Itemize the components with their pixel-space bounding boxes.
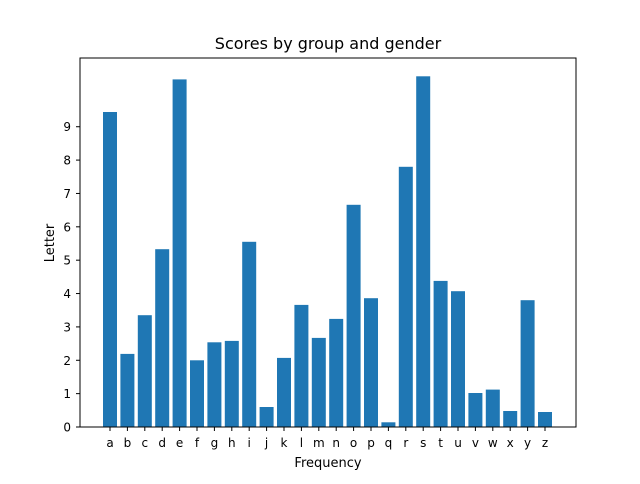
y-axis-ticks: 0 1 2 3 4 5 6 7 8 9 [63,120,80,435]
y-tick-label: 7 [63,187,71,201]
bar-v [468,393,483,427]
y-tick-label: 0 [63,421,71,435]
bar-r [398,166,413,428]
x-tick-label: u [454,436,462,450]
bar-q [381,422,396,427]
bar-w [485,389,500,427]
x-tick-label: r [403,436,408,450]
x-tick-label: s [420,436,426,450]
x-tick-label: z [542,436,548,450]
x-tick-label: d [158,436,166,450]
x-tick-label: j [264,436,268,450]
y-tick-label: 1 [63,387,71,401]
y-axis-label: Letter [43,223,58,262]
bar-c [137,315,152,427]
x-axis-label: Frequency [294,456,361,471]
y-tick-label: 4 [63,287,71,301]
bar-x [503,411,518,427]
x-tick-label: l [300,436,303,450]
bar-h [224,340,239,427]
bar-f [190,360,204,427]
x-tick-label: f [195,436,200,450]
x-tick-label: t [438,436,443,450]
y-tick-label: 2 [63,354,71,368]
bar-n [329,318,344,427]
y-tick-label: 8 [63,154,71,168]
x-tick-label: v [472,436,479,450]
x-tick-label: x [507,436,514,450]
bar-b [120,353,135,427]
bar-o [346,204,361,427]
bar-m [311,337,326,427]
bar-d [155,249,170,427]
bar-a [103,112,117,427]
bar-j [259,407,274,427]
x-tick-label: y [524,436,531,450]
y-tick-label: 6 [63,220,71,234]
x-tick-label: g [211,436,219,450]
plot-frame [79,57,577,428]
x-tick-label: e [176,436,183,450]
chart-title: Scores by group and gender [215,34,442,53]
bar-g [207,342,222,427]
x-tick-label: o [350,436,357,450]
x-tick-label: b [124,436,132,450]
bar-p [364,298,378,427]
bar-series [103,76,552,428]
y-tick-label: 9 [63,120,71,134]
x-tick-label: m [313,436,325,450]
bar-s [416,76,431,428]
x-tick-label: p [367,436,375,450]
bar-e [172,79,187,428]
x-tick-label: c [141,436,148,450]
bar-t [433,280,448,427]
x-tick-label: w [488,436,498,450]
x-tick-label: n [332,436,340,450]
bar-y [520,300,535,427]
bar-u [451,291,465,427]
bar-l [294,304,309,427]
y-tick-label: 5 [63,254,71,268]
x-tick-label: a [106,436,113,450]
x-tick-label: k [281,436,288,450]
y-tick-label: 3 [63,320,71,334]
bar-k [277,357,291,427]
x-tick-label: q [385,436,393,450]
bar-z [538,412,552,427]
bar-i [242,241,257,427]
x-tick-label: i [248,436,251,450]
x-tick-label: h [228,436,236,450]
